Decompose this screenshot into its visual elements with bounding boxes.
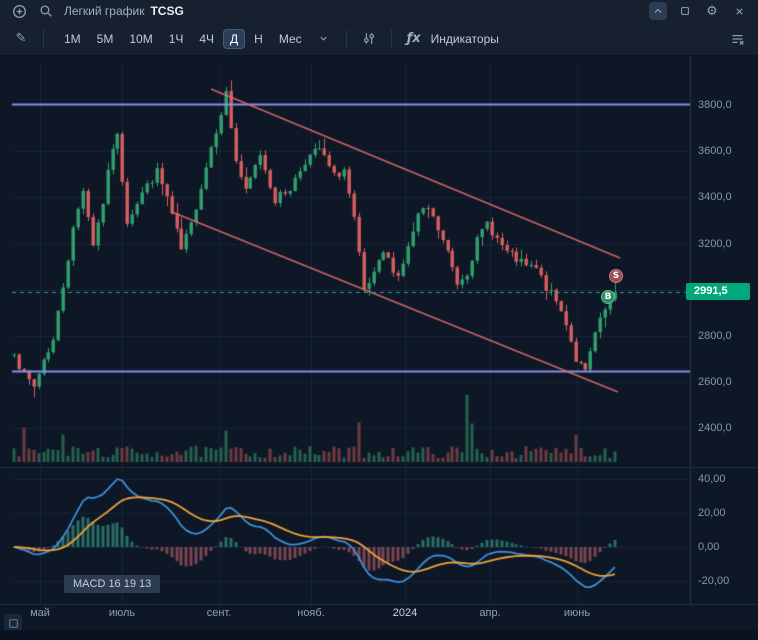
macd-axis-tick: -20,00 [698, 575, 730, 587]
time-axis-label: 2024 [392, 607, 418, 619]
timeframe-button-Д[interactable]: Д [223, 28, 246, 49]
time-axis-label: июнь [563, 607, 591, 619]
macd-axis-tick: 40,00 [698, 473, 726, 485]
price-chart-canvas[interactable] [0, 56, 758, 630]
add-widget-icon[interactable] [10, 2, 28, 20]
timeframe-group: 1М 5М 10М 1Ч 4Ч Д Н Мес [57, 28, 309, 49]
maximize-icon[interactable] [676, 2, 694, 20]
price-axis-tick: 3600,0 [698, 145, 732, 158]
timeframe-button-5М[interactable]: 5М [96, 31, 114, 46]
timeframe-button-1М[interactable]: 1М [64, 31, 81, 46]
timeframe-button-4Ч[interactable]: 4Ч [199, 31, 215, 46]
buy-marker[interactable]: B [601, 290, 615, 304]
price-axis-tick: 3800,0 [698, 99, 732, 111]
panel-toggle-button[interactable] [4, 614, 22, 632]
time-axis-label: сент. [206, 607, 232, 619]
timeframe-button-Мес[interactable]: Мес [278, 31, 302, 46]
price-axis-tick: 2800,0 [698, 330, 732, 342]
settings-gear-icon[interactable]: ⚙ [706, 3, 718, 19]
price-axis-tick: 3200,0 [698, 237, 732, 250]
time-axis-label: апр. [479, 607, 501, 619]
chart-area: 3800,0 3600,0 3400,0 3200,0 2800,0 2600,0 2400… [0, 56, 758, 632]
time-axis-label: нояб. [297, 607, 325, 619]
window-titlebar: Легкий график TCSG ⚙ [0, 0, 758, 22]
timeframe-button-10М[interactable]: 10М [129, 31, 153, 46]
chart-toolbar: ✎ 1М 5М 10М 1Ч 4Ч Д Н Мес ƒx Индикаторы [0, 22, 758, 56]
timeframe-button-1Ч[interactable]: 1Ч [168, 31, 184, 46]
timeframe-button-Н[interactable]: Н [254, 31, 263, 46]
macd-indicator-label[interactable]: MACD 16 19 13 [64, 575, 161, 593]
toolbar-divider [345, 29, 347, 48]
price-axis-tick: 2600,0 [698, 376, 732, 389]
time-axis-label: июль [108, 607, 136, 619]
macd-axis-tick: 20,00 [698, 507, 726, 519]
indicators-button[interactable]: Индикаторы [430, 31, 499, 46]
last-price-badge: 2991,5 [686, 283, 750, 300]
price-axis-tick: 2400,0 [698, 422, 732, 435]
macd-axis-tick: 0,00 [698, 541, 720, 553]
indicators-fx-icon[interactable]: ƒx [406, 31, 421, 46]
sell-marker[interactable]: S [609, 269, 623, 283]
draw-tool-icon[interactable]: ✎ [15, 31, 27, 46]
close-icon[interactable] [730, 2, 748, 20]
toolbar-divider [43, 29, 44, 48]
chart-settings-sliders-icon[interactable] [360, 30, 378, 48]
collapse-icon[interactable] [649, 2, 667, 20]
price-axis-tick: 3400,0 [698, 191, 732, 204]
timeframe-expand-icon[interactable] [315, 30, 333, 48]
widget-title: Легкий график [64, 4, 145, 18]
object-tree-icon[interactable] [728, 30, 746, 48]
window-bottom-edge [0, 630, 758, 640]
time-axis-label: май [30, 607, 50, 619]
search-icon[interactable] [37, 2, 55, 20]
toolbar-divider [390, 29, 392, 48]
ticker-symbol[interactable]: TCSG [150, 4, 184, 18]
